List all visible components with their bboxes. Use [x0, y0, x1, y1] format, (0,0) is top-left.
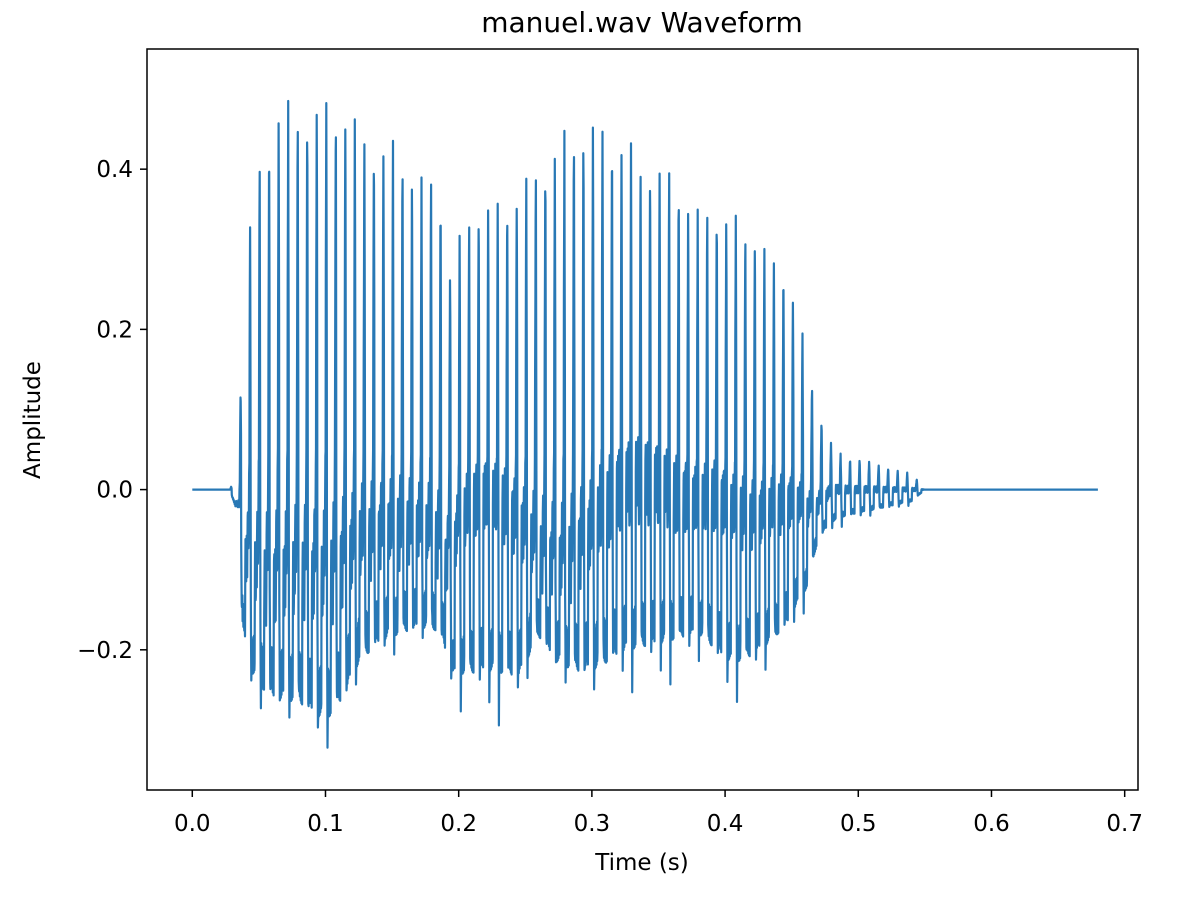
- y-tick-label: −0.2: [77, 638, 133, 664]
- x-tick-label: 0.4: [707, 811, 744, 837]
- y-tick-label: 0.4: [96, 157, 133, 183]
- y-tick-label: 0.2: [96, 317, 133, 343]
- y-tick-label: 0.0: [96, 478, 133, 504]
- x-tick-label: 0.7: [1106, 811, 1143, 837]
- plot-frame: [146, 48, 1139, 791]
- x-tick-label: 0.2: [440, 811, 477, 837]
- x-tick-label: 0.3: [574, 811, 611, 837]
- waveform-series-line: [191, 99, 1099, 749]
- x-axis-ticks: 0.0 0.1 0.2 0.3 0.4 0.5 0.6 0.7: [174, 790, 1143, 837]
- chart-title: manuel.wav Waveform: [481, 6, 803, 39]
- x-tick-label: 0.0: [174, 811, 211, 837]
- x-tick-label: 0.5: [840, 811, 877, 837]
- y-axis-ticks: −0.2 0.0 0.2 0.4: [77, 157, 147, 664]
- y-axis-label: Amplitude: [20, 361, 46, 479]
- x-tick-label: 0.6: [973, 811, 1010, 837]
- plot-area: [146, 48, 1139, 791]
- x-axis-label: Time (s): [594, 850, 689, 876]
- x-tick-label: 0.1: [307, 811, 344, 837]
